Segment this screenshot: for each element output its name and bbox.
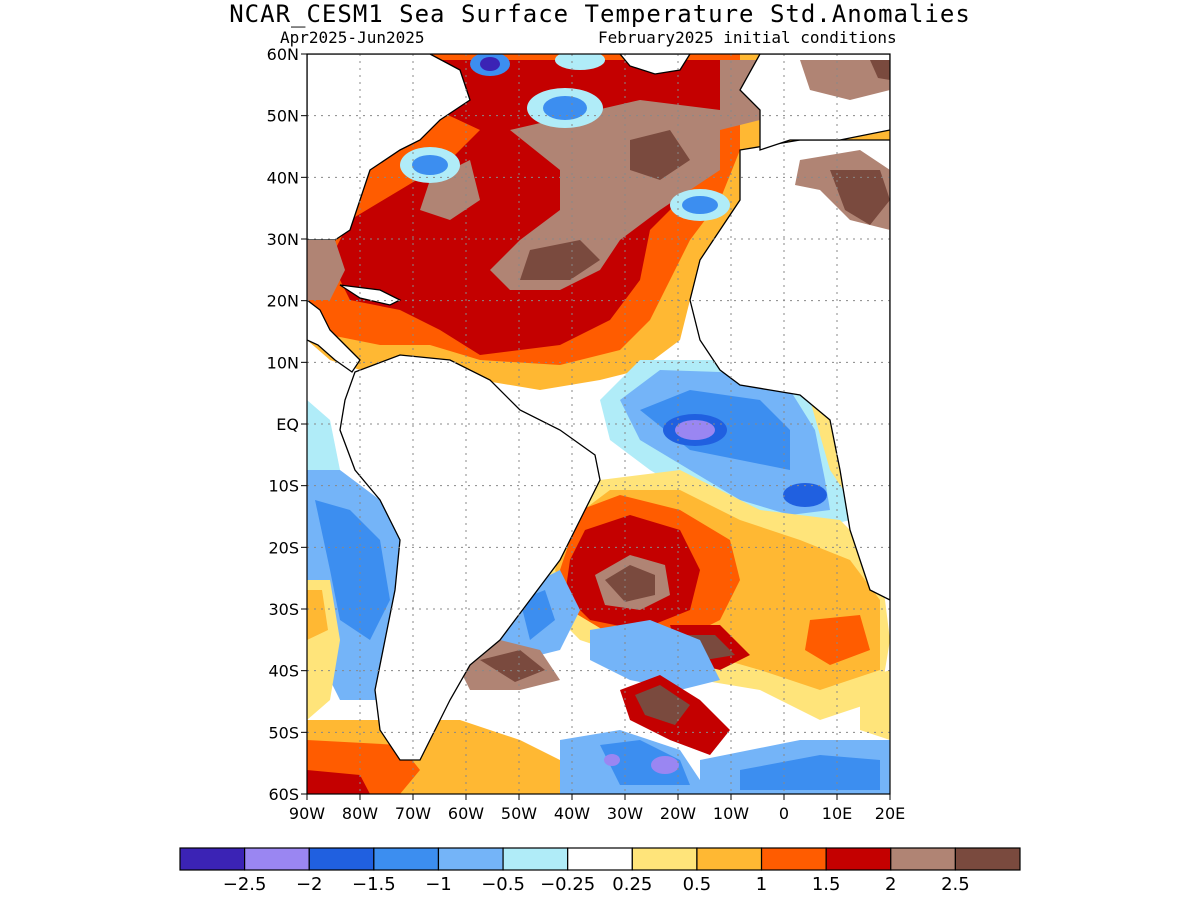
colorbar-swatch: [825, 847, 892, 871]
lon-label: 40W: [554, 804, 590, 823]
colorbar-label: 1: [756, 874, 767, 895]
colorbar-label: 0.25: [612, 874, 652, 895]
africa-land: [689, 139, 890, 601]
colorbar-swatch: [244, 847, 310, 871]
caribbean-islands: [339, 284, 402, 306]
colorbar-label: 0.5: [683, 874, 712, 895]
colorbar-swatch: [373, 847, 440, 871]
land-anomaly-patches: [307, 60, 890, 300]
lat-label: 30S: [268, 600, 299, 619]
forecast-season: Apr2025-Jun2025: [280, 28, 425, 47]
lat-label: 10S: [268, 477, 299, 496]
colorbar-label: −0.5: [481, 874, 525, 895]
lat-label: 50N: [267, 107, 299, 126]
lon-label: 20W: [660, 804, 696, 823]
north-atlantic-cold-patches: [400, 54, 730, 221]
lon-label: 0: [779, 804, 789, 823]
lon-label: 20E: [875, 804, 905, 823]
colorbar-swatch: [760, 847, 827, 871]
colorbar-label: 1.5: [812, 874, 841, 895]
lat-label: EQ: [276, 415, 299, 434]
initial-conditions: February2025 initial conditions: [598, 28, 897, 47]
colorbar-swatch: [567, 847, 633, 871]
axis-ticks: [301, 53, 891, 800]
lon-label: 10W: [713, 804, 749, 823]
colorbar-swatch: [696, 847, 763, 871]
lat-label: 20N: [267, 292, 299, 311]
lat-lon-grid: [307, 54, 890, 794]
land-masses: [307, 54, 890, 761]
greenland-land: [619, 54, 691, 75]
colorbar-label: −1.5: [352, 874, 396, 895]
latitude-labels: 60N 50N 40N 30N 20N 10N EQ 10S 20S 30S 40S 50S 60S: [267, 45, 299, 804]
colorbar-swatch: [631, 847, 698, 871]
colorbar-swatch: [437, 847, 504, 871]
lat-label: 40N: [267, 168, 299, 187]
equatorial-cold-anomaly: [600, 360, 860, 530]
lat-label: 50S: [268, 723, 299, 742]
lon-label: 80W: [342, 804, 378, 823]
lat-label: 60N: [267, 45, 299, 64]
map-title: NCAR_CESM1 Sea Surface Temperature Std.A…: [229, 0, 971, 28]
colorbar-swatch: [179, 847, 246, 871]
lat-label: 10N: [267, 353, 299, 372]
central-america-land: [307, 299, 361, 373]
colorbar-swatch: [954, 847, 1021, 871]
colorbar-label: −2: [296, 874, 323, 895]
lat-label: 60S: [268, 785, 299, 804]
lat-label: 20S: [268, 538, 299, 557]
longitude-labels: 90W 80W 70W 60W 50W 40W 30W 20W 10W 0 10E 20E: [289, 804, 905, 823]
colorbar-label: −0.25: [540, 874, 595, 895]
colorbar-label: −1: [425, 874, 452, 895]
lon-label: 50W: [501, 804, 537, 823]
lat-label: 30N: [267, 230, 299, 249]
colorbar-swatch: [502, 847, 569, 871]
colorbar-label: −2.5: [223, 874, 267, 895]
colorbar-label: 2.5: [941, 874, 970, 895]
lon-label: 60W: [448, 804, 484, 823]
lon-label: 10E: [822, 804, 852, 823]
lon-label: 30W: [607, 804, 643, 823]
south-america-land: [339, 354, 601, 761]
colorbar-swatch: [890, 847, 956, 871]
colorbar-label: 2: [885, 874, 896, 895]
lon-label: 70W: [395, 804, 431, 823]
colorbar-swatch: [308, 847, 375, 871]
lat-label: 40S: [268, 662, 299, 681]
lon-label: 90W: [289, 804, 325, 823]
